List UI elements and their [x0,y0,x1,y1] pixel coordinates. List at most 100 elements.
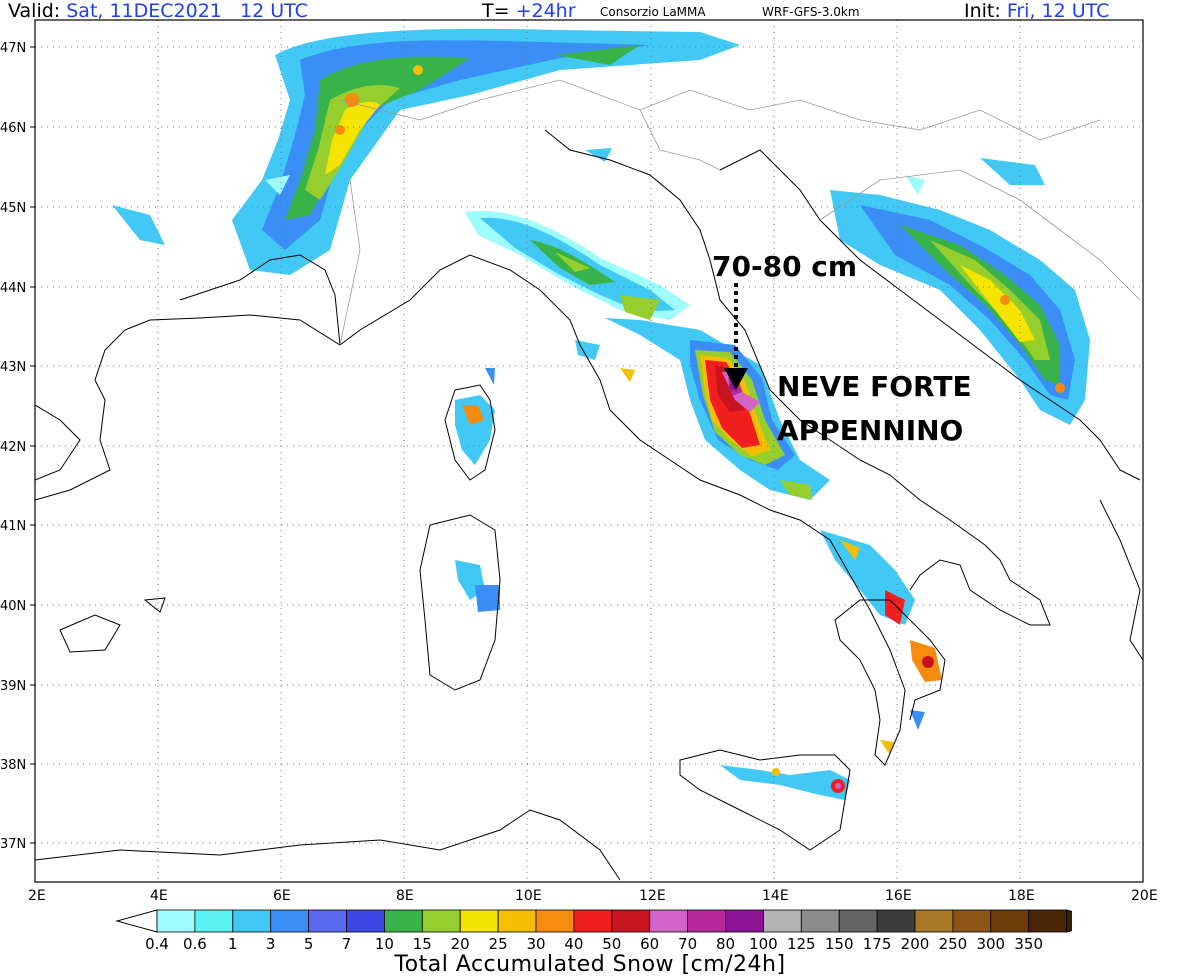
legend-label: 70 [678,935,697,952]
color-legend: 0.4 0.6 1 3 5 7 10 15 20 25 30 40 50 60 70 80 100 125 150 1… [115,909,1072,952]
org-label: Consorzio LaMMA [600,5,706,19]
legend-label: 200 [901,935,930,952]
legend-swatch [232,909,272,933]
italy-east-coast [769,389,1051,626]
alps-border [339,179,361,346]
north-border [339,79,1101,141]
arrow-down-icon [724,368,748,390]
lon-label: 6E [273,888,291,904]
lon-label: 10E [515,888,542,904]
lat-label: 37N [0,837,26,852]
legend-labels: 0.4 0.6 1 3 5 7 10 15 20 25 30 40 50 60 70 80 100 125 150 1… [145,935,1043,952]
valid-label: Valid: [8,0,61,22]
lon-label: 4E [150,888,168,904]
lon-label: 8E [396,888,414,904]
legend-label: 300 [976,935,1005,952]
step-value: +24hr [515,0,576,22]
init-label: Init: [964,0,1001,22]
legend-label: 175 [863,935,892,952]
lat-label: 42N [0,440,26,455]
legend-swatch [194,909,234,933]
map-frame [34,19,1144,883]
forecast-step: T= +24hr [482,0,576,22]
north-apennine-snow [465,210,690,320]
legend-label: 100 [749,935,778,952]
init-field: Init: Fri, 12 UTC [964,0,1109,22]
mallorca [59,614,121,653]
legend-label: 250 [939,935,968,952]
spain-coast [35,404,81,481]
lat-label: 46N [0,121,26,136]
lon-label: 14E [762,888,789,904]
valid-date: Sat, 11DEC2021 [66,0,222,22]
legend-label: 3 [266,935,276,952]
legend-label: 20 [451,935,470,952]
lon-label: 18E [1008,888,1035,904]
italy-west-coast [35,254,946,766]
legend-swatch [535,909,575,933]
legend-swatch [156,909,196,933]
legend-boxes [115,909,1072,933]
legend-swatch [421,909,461,933]
legend-label: 5 [304,935,314,952]
legend-swatch [649,909,689,933]
legend-swatch [497,909,537,933]
lon-label: 12E [639,888,666,904]
lat-label: 38N [0,758,26,773]
lat-label: 45N [0,201,26,216]
legend-swatch [725,909,764,933]
lon-label: 2E [28,888,46,904]
lat-label: 40N [0,599,26,614]
legend-swatch [270,909,309,933]
legend-label: 0.4 [145,935,169,952]
legend-swatch [687,909,726,933]
legend-label: 30 [526,935,545,952]
legend-label: 350 [1014,935,1043,952]
alps-snow [112,28,740,276]
step-label: T= [482,0,510,22]
legend-swatch [876,909,916,933]
lon-axis: 2E 4E 6E 8E 10E 12E 14E 16E 18E 20E [28,888,1158,904]
france-border [179,254,341,346]
legend-label: 60 [640,935,659,952]
corsica [444,384,496,481]
valid-time: 12 UTC [240,0,308,22]
lat-label: 39N [0,679,26,694]
lat-label: 43N [0,360,26,375]
init-value: Fri, 12 UTC [1006,0,1110,22]
legend-swatch [459,909,499,933]
legend-label: 10 [375,935,394,952]
legend-label: 1 [228,935,238,952]
legend-label: 150 [825,935,854,952]
legend-over-arrow [1066,909,1072,933]
lon-label: 16E [885,888,912,904]
africa-coast [35,809,621,881]
legend-swatch [838,909,878,933]
legend-label: 15 [413,935,432,952]
albania-coast [1099,499,1143,661]
legend-swatch [611,909,651,933]
legend-label: 7 [342,935,352,952]
legend-swatch [1028,909,1068,933]
lat-label: 47N [0,41,26,56]
menorca [143,597,166,613]
annotation-amount: 70-80 cm [712,250,857,283]
lat-label: 44N [0,281,26,296]
legend-label: 125 [787,935,816,952]
legend-label: 50 [602,935,621,952]
lat-axis: 47N 46N 45N 44N 43N 42N 41N 40N 39N 38N … [0,41,26,852]
legend-swatch [308,909,347,933]
central-apennine-snow [605,318,830,500]
valid-field: Valid: Sat, 11DEC2021 12 UTC [8,0,308,22]
adriatic-east [719,149,1141,481]
sicily [679,749,851,851]
adriatic-west [544,129,771,391]
lat-label: 41N [0,519,26,534]
legend-label: 0.6 [183,935,207,952]
legend-swatch [952,909,992,933]
legend-swatch [346,909,385,933]
legend-label: 40 [564,935,583,952]
legend-label: 80 [716,935,735,952]
coastlines [35,129,1143,881]
legend-swatch [763,909,802,933]
